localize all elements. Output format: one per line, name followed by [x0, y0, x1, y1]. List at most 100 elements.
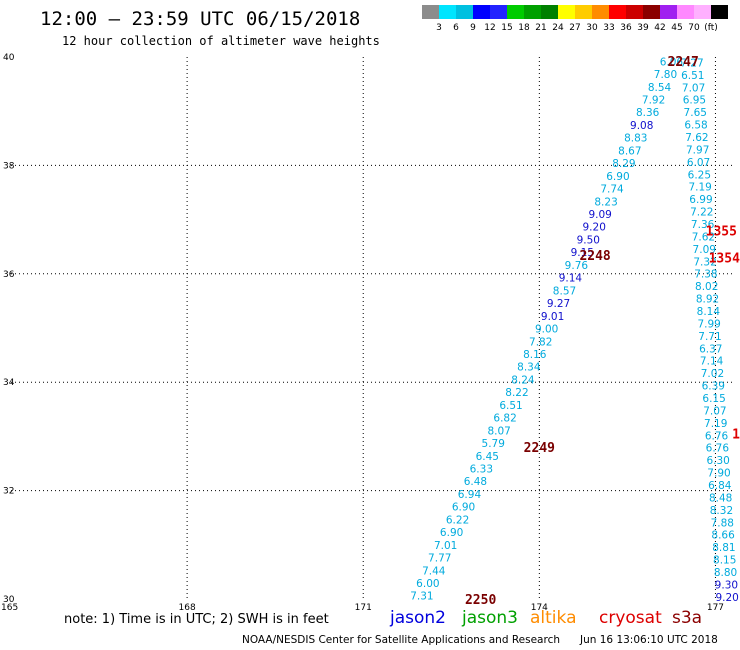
- wave-height-value: 6.76: [706, 443, 730, 455]
- wave-height-value: 7.19: [704, 418, 727, 430]
- wave-height-value: 7.99: [697, 318, 720, 330]
- wave-height-value: 7.01: [434, 540, 457, 552]
- wave-height-value: 7.80: [654, 69, 677, 81]
- wave-height-value: 6.25: [688, 169, 711, 181]
- wave-height-value: 8.14: [697, 306, 721, 318]
- wave-height-value: 6.48: [464, 476, 487, 488]
- wave-height-value: 7.90: [707, 468, 730, 480]
- wave-height-value: 7.02: [701, 368, 724, 380]
- wave-height-value: 6.94: [458, 489, 482, 501]
- wave-height-value: 9.30: [715, 579, 738, 591]
- satellite-name-cryosat: cryosat: [599, 608, 662, 628]
- y-tick-label: 40: [3, 53, 15, 63]
- legend-swatch: [422, 5, 439, 19]
- pass-time-label: 1354: [709, 252, 740, 267]
- wave-height-value: 8.54: [648, 82, 672, 94]
- wave-height-value: 7.97: [686, 144, 709, 156]
- legend-swatch: [507, 5, 524, 19]
- legend-swatch: [541, 5, 558, 19]
- page-subtitle: 12 hour collection of altimeter wave hei…: [62, 34, 380, 48]
- wave-height-value: 8.07: [487, 425, 510, 437]
- wave-height-value: 6.33: [470, 464, 493, 476]
- wave-height-value: 6.90: [606, 171, 629, 183]
- wave-height-value: 9.01: [541, 311, 564, 323]
- wave-height-value: 6.45: [476, 451, 499, 463]
- wave-height-value: 7.65: [684, 107, 707, 119]
- wave-height-value: 6.06: [660, 56, 684, 68]
- wave-height-value: 6.51: [681, 70, 704, 82]
- wave-height-value: 8.57: [553, 285, 576, 297]
- wave-height-value: 6.15: [702, 393, 725, 405]
- wave-height-value: 9.00: [535, 324, 558, 336]
- legend-label: 12: [484, 23, 496, 33]
- x-tick-label: 174: [531, 603, 548, 613]
- satellite-name-jason3: jason3: [462, 608, 518, 628]
- wave-height-value: 6.37: [699, 343, 722, 355]
- legend-swatch: [711, 5, 728, 19]
- wave-height-value: 9.76: [565, 260, 589, 272]
- wave-height-value: 8.16: [523, 349, 547, 361]
- wave-height-value: 7.31: [410, 591, 433, 603]
- legend-label: 15: [501, 23, 513, 33]
- y-tick-label: 34: [3, 378, 15, 388]
- wave-height-value: 7.14: [700, 356, 724, 368]
- wave-height-value: 6.82: [493, 413, 516, 425]
- footnote: note: 1) Time is in UTC; 2) SWH is in fe…: [64, 612, 329, 627]
- legend-label: 45: [671, 23, 683, 33]
- wave-height-value: 6.22: [446, 514, 469, 526]
- legend-label: 24: [552, 23, 564, 33]
- wave-height-value: 7.62: [692, 231, 715, 243]
- legend-label: 36: [620, 23, 632, 33]
- wave-height-value: 7.19: [688, 182, 711, 194]
- wave-height-value: 6.51: [499, 400, 522, 412]
- legend-label: 3: [436, 23, 442, 33]
- legend-label: 21: [535, 23, 547, 33]
- wave-height-value: 8.34: [517, 362, 541, 374]
- wave-height-value: 9.15: [571, 247, 594, 259]
- wave-height-value: 7.77: [428, 553, 451, 565]
- y-tick-label: 38: [3, 161, 15, 171]
- legend-swatch: [643, 5, 660, 19]
- wave-height-value: 7.09: [693, 244, 716, 256]
- legend-swatch: [694, 5, 711, 19]
- wave-height-value: 7.38: [694, 269, 717, 281]
- wave-height-value: 5.79: [482, 438, 505, 450]
- legend-label: 33: [603, 23, 615, 33]
- pass-time-label: 1354: [732, 428, 740, 443]
- legend-label: 30: [586, 23, 598, 33]
- wave-height-value: 7.36: [691, 219, 715, 231]
- legend-swatch: [439, 5, 456, 19]
- wave-height-value: 6.76: [705, 430, 729, 442]
- legend-swatch: [524, 5, 541, 19]
- legend-swatch: [456, 5, 473, 19]
- legend-swatch: [626, 5, 643, 19]
- wave-height-value: 6.90: [440, 527, 463, 539]
- wave-height-value: 9.27: [547, 298, 570, 310]
- wave-height-value: 9.20: [583, 222, 606, 234]
- wave-height-value: 6.95: [683, 95, 706, 107]
- legend-label: (ft): [704, 23, 718, 33]
- wave-height-value: 9.14: [559, 273, 583, 285]
- legend-swatch: [609, 5, 626, 19]
- wave-height-value: 8.02: [695, 281, 718, 293]
- wave-height-value: 6.99: [689, 194, 712, 206]
- pass-time-label: 2250: [465, 593, 496, 608]
- wave-height-value: 7.88: [711, 517, 734, 529]
- wave-height-value: 6.00: [416, 578, 439, 590]
- wave-height-value: 6.58: [684, 120, 707, 132]
- wave-height-value: 9.20: [715, 592, 738, 604]
- page-title: 12:00 – 23:59 UTC 06/15/2018: [40, 8, 361, 30]
- pass-time-label: 1355: [706, 224, 737, 239]
- wave-height-value: 8.22: [505, 387, 528, 399]
- x-tick-label: 165: [1, 603, 18, 613]
- legend-swatch: [592, 5, 609, 19]
- wave-height-value: 8.67: [618, 145, 641, 157]
- wave-height-value: 6.07: [687, 157, 710, 169]
- wave-height-value: 8.80: [714, 567, 737, 579]
- x-tick-label: 177: [707, 603, 724, 613]
- legend-swatch: [558, 5, 575, 19]
- wave-height-value: 8.92: [696, 294, 719, 306]
- pass-time-label: 2249: [524, 441, 555, 456]
- wave-height-value: 6.30: [706, 455, 729, 467]
